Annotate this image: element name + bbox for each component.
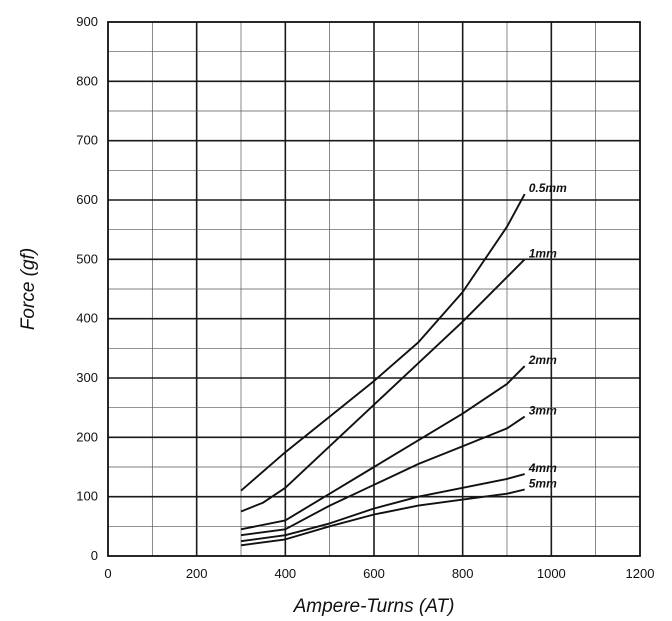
- plot-frame: [107, 21, 641, 557]
- series: 0.5mm 1mm 2mm 3mm 4mm 5mm: [240, 181, 567, 547]
- series-line-5: [240, 473, 525, 543]
- y-tick-label: 400: [76, 311, 98, 326]
- x-tick-label: 600: [363, 566, 385, 581]
- y-tick-label: 900: [76, 14, 98, 29]
- x-tick-label: 1200: [626, 566, 655, 581]
- series-label-6: 5mm: [529, 477, 557, 491]
- series-line-6: [240, 488, 525, 547]
- series-label-3: 2mm: [528, 353, 557, 367]
- y-tick-label: 100: [76, 489, 98, 504]
- y-tick-label: 500: [76, 251, 98, 266]
- y-tick-label: 700: [76, 133, 98, 148]
- x-tick-label: 0: [104, 566, 111, 581]
- series-label-2: 1mm: [529, 246, 557, 260]
- x-axis-title: Ampere-Turns (AT): [293, 596, 455, 617]
- x-tick-labels: 0 200 400 600 800 1000 1200: [104, 566, 654, 581]
- x-tick-label: 200: [186, 566, 208, 581]
- y-axis-title: Force (gf): [18, 248, 39, 330]
- series-line-2: [240, 258, 526, 513]
- y-tick-label: 600: [76, 192, 98, 207]
- series-line-1: [240, 193, 526, 492]
- x-tick-label: 1000: [537, 566, 566, 581]
- series-line-3: [240, 365, 526, 531]
- x-tick-label: 400: [274, 566, 296, 581]
- series-label-4: 3mm: [529, 404, 557, 418]
- x-tick-label: 800: [452, 566, 474, 581]
- y-tick-label: 200: [76, 429, 98, 444]
- y-tick-label: 800: [76, 73, 98, 88]
- grid: [108, 22, 640, 556]
- series-label-5: 4mm: [528, 461, 557, 475]
- series-line-4: [240, 415, 526, 537]
- series-label-1: 0.5mm: [529, 181, 567, 195]
- y-tick-label: 300: [76, 370, 98, 385]
- y-tick-label: 0: [91, 548, 98, 563]
- y-tick-labels: 0 100 200 300 400 500 600 700 800 900: [76, 14, 98, 563]
